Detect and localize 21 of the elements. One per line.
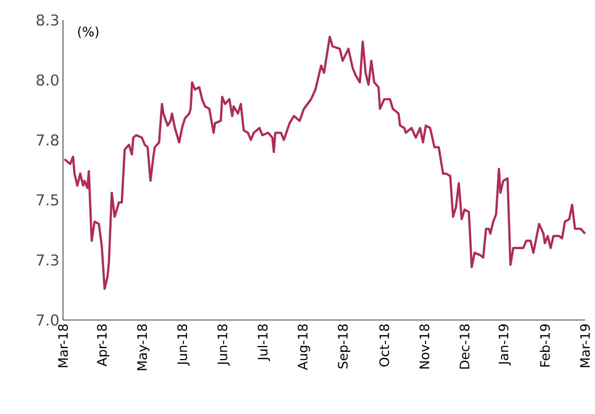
x-tick-label: Mar-19 — [580, 324, 590, 368]
x-tick-label: May-18 — [137, 324, 150, 370]
x-tick-label: Jan-19 — [498, 324, 511, 366]
x-tick-label: Nov-18 — [419, 324, 430, 369]
y-tick-label: 8.3 — [36, 14, 58, 26]
annotation: (%) — [78, 26, 98, 38]
x-tick-label: Jun-18 — [217, 324, 230, 366]
x-tick-label: Jun-18 — [177, 324, 190, 366]
y-tick-label: 7.8 — [36, 134, 58, 146]
x-tick-label: Dec-18 — [460, 324, 470, 369]
x-tick-label: Sep-18 — [338, 324, 350, 368]
y-tick-label: 7.5 — [36, 194, 58, 206]
y-tick-label: 7.3 — [36, 254, 58, 266]
x-tick-label: Jul-18 — [258, 324, 270, 362]
x-tick-label: Oct-18 — [379, 324, 390, 366]
x-tick-label: Feb-19 — [540, 324, 550, 366]
y-tick-label: 8.0 — [36, 74, 58, 86]
x-tick-label: Aug-18 — [298, 324, 310, 370]
y-tick-label: 7.0 — [36, 314, 58, 326]
x-tick-label: Mar-18 — [58, 324, 68, 368]
x-tick-label: Apr-18 — [96, 324, 110, 366]
